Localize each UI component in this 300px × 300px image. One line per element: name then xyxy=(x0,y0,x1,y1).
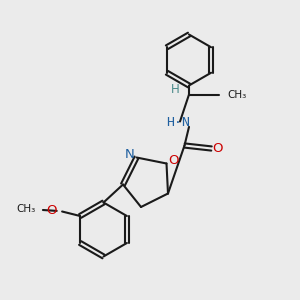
Text: H·N: H·N xyxy=(167,116,191,130)
Text: N: N xyxy=(125,148,135,161)
Text: CH₃: CH₃ xyxy=(17,204,36,214)
Text: O: O xyxy=(212,142,223,155)
Text: O: O xyxy=(46,203,57,217)
Text: O: O xyxy=(168,154,178,167)
Text: H: H xyxy=(171,82,180,96)
Text: CH₃: CH₃ xyxy=(227,89,247,100)
